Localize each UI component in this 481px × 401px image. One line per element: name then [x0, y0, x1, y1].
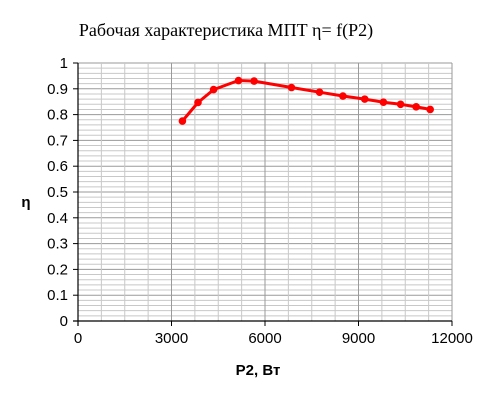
data-point [315, 88, 324, 96]
data-point [178, 117, 187, 125]
y-tick-label: 0.1 [47, 287, 68, 304]
x-tick-label: 6000 [248, 330, 281, 347]
y-tick-label: 1 [60, 55, 68, 72]
chart-title: Рабочая характеристика МПТ η= f(P2) [79, 20, 373, 41]
x-tick-label: 12000 [431, 330, 473, 347]
x-tick-label: 3000 [155, 330, 188, 347]
x-axis-title: P2, Вт [236, 362, 281, 379]
y-tick-label: 0.7 [47, 132, 68, 149]
grid [77, 62, 453, 322]
data-point [287, 83, 296, 92]
data-point [209, 85, 218, 94]
y-axis-title: η [21, 194, 30, 211]
y-tick-label: 0.8 [47, 107, 68, 124]
data-point [412, 103, 420, 111]
data-point [194, 98, 202, 107]
y-tick-label: 0.4 [47, 210, 68, 227]
data-point [234, 76, 243, 85]
tick-labels: 0 0.1 0.2 0.3 0.4 0.5 0.6 0.7 0.8 0.9 1 0 3000 6000 90… [47, 55, 473, 347]
y-tick-label: 0.3 [47, 236, 68, 253]
data-point [339, 92, 347, 100]
series [178, 76, 434, 125]
x-tick-label: 9000 [342, 330, 375, 347]
y-tick-label: 0.6 [47, 158, 68, 175]
y-tick-label: 0.2 [47, 261, 68, 278]
x-tick-label: 0 [74, 330, 82, 347]
data-point [426, 105, 434, 114]
data-point [250, 77, 258, 85]
data-point [360, 95, 369, 103]
y-tick-label: 0.9 [47, 81, 68, 98]
y-tick-label: 0.5 [47, 184, 68, 201]
data-point [379, 98, 388, 107]
y-tick-label: 0 [60, 313, 68, 330]
axes [73, 62, 453, 326]
data-point [396, 100, 405, 109]
